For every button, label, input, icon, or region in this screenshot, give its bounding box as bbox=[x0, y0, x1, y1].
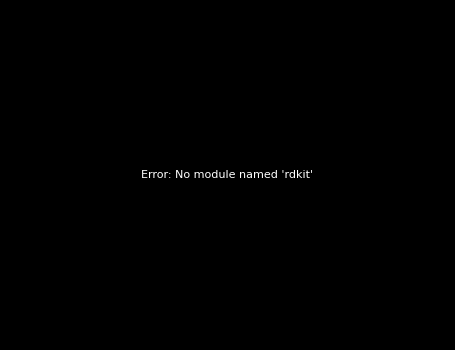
Text: Error: No module named 'rdkit': Error: No module named 'rdkit' bbox=[141, 170, 313, 180]
